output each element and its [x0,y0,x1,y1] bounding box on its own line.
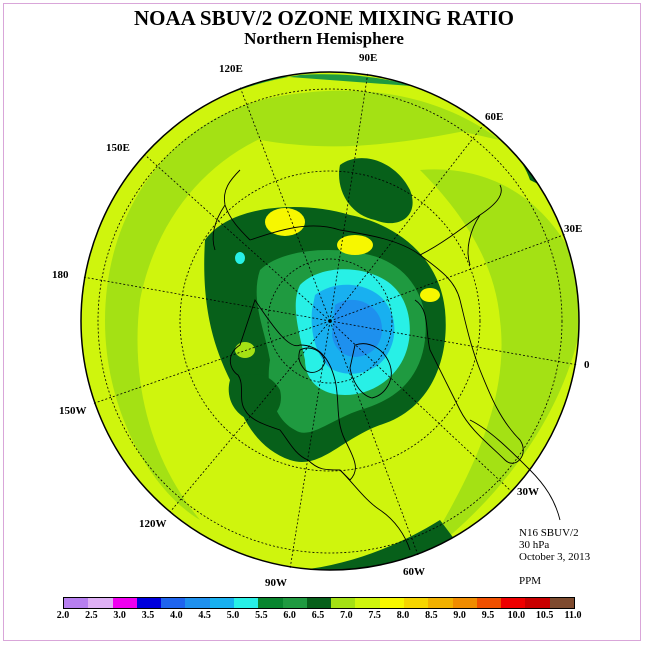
meridian-60e [329,122,486,322]
ozone-field [81,72,579,570]
colorbar-swatch [452,598,477,608]
satellite-label: N16 SBUV/2 [519,527,579,539]
colorbar-swatch [112,598,137,608]
coast-europe [419,184,502,266]
meridian-30w [329,320,513,493]
colorbar-swatch [185,598,210,608]
meridian-90e [329,71,369,322]
colorbar-tick-label: 7.5 [368,610,381,621]
field-dark-green-north [339,158,413,224]
longitude-label-180: 180 [52,269,69,281]
colorbar-swatch [282,598,307,608]
colorbar [63,597,575,609]
latitude-circle-70 [267,258,393,384]
coast-asia-east [212,169,251,251]
colorbar-swatch [549,598,574,608]
field-light-green-top [220,102,470,147]
colorbar-tick-label: 6.5 [311,610,325,621]
colorbar-tick-label: 4.5 [198,610,211,621]
meridian-150e [144,154,331,322]
colorbar-swatch [306,598,332,608]
colorbar-tick-label: 10.0 [507,610,526,621]
colorbar-tick-label: 3.5 [141,610,155,621]
pressure-level-label: 30 hPa [519,539,550,551]
colorbar-tick-label: 11.0 [564,610,582,621]
meridian-0 [329,320,579,366]
units-label: PPM [519,575,542,587]
field-yellow-patch-3 [420,288,440,302]
coastlines [212,169,561,551]
colorbar-tick-label: 3.0 [113,610,126,621]
longitude-label-150e: 150E [106,142,130,154]
colorbar-swatch [476,598,502,608]
latitude-circle-50 [179,170,481,472]
colorbar-tick-label: 6.0 [283,610,296,621]
field-yellow-patch-1 [265,208,305,236]
colorbar-swatch [64,598,89,608]
longitude-label-30e: 30E [564,223,583,235]
colorbar-swatch [136,598,162,608]
colorbar-swatch [403,598,429,608]
latitude-circle-30 [97,88,563,554]
colorbar-tick-label: 10.5 [535,610,554,621]
colorbar-swatch [161,598,186,608]
colorbar-tick-label: 9.0 [453,610,466,621]
coast-eurasia [249,225,524,464]
date-label: October 3, 2013 [519,551,591,563]
field-yellow-patch-2 [337,235,373,255]
field-dark-green-pacific [228,374,281,421]
longitude-label-0: 0 [584,359,590,371]
map-outline [80,71,580,571]
colorbar-swatch [428,598,453,608]
longitude-label-60w: 60W [403,566,425,578]
colorbar-swatch [233,598,259,608]
field-light-green-right [420,169,579,560]
colorbar-tick-label: 8.0 [396,610,410,621]
figure-frame [3,3,641,641]
colorbar-swatch [379,598,404,608]
colorbar-swatch [209,598,234,608]
longitude-label-30w: 30W [517,486,539,498]
colorbar-swatch [355,598,380,608]
coast-north-america [229,298,356,481]
coast-central-america [339,469,411,551]
field-dark-green-bottom [300,520,470,570]
colorbar-tick-label: 2.0 [56,610,70,621]
colorbar-tick-label: 7.0 [340,610,353,621]
map-title: NOAA SBUV/2 OZONE MIXING RATIO [134,6,514,30]
longitude-label-60e: 60E [485,111,504,123]
colorbar-tick-label: 5.5 [255,610,268,621]
colorbar-swatch [331,598,356,608]
colorbar-swatch [525,598,550,608]
meridian-180 [82,276,331,322]
colorbar-swatch [501,598,526,608]
longitude-label-150w: 150W [59,405,87,417]
longitude-label-90w: 90W [265,577,287,589]
field-cyan-patch [235,252,245,264]
map-subtitle: Northern Hemisphere [244,29,404,48]
colorbar-swatch [258,598,283,608]
colorbar-swatch [88,598,113,608]
longitude-label-90e: 90E [359,52,378,64]
coast-hudson-bay [298,347,326,373]
longitude-label-120e: 120E [219,63,243,75]
colorbar-tick-label: 8.5 [425,610,438,621]
colorbar-tick-label: 2.5 [85,610,98,621]
colorbar-tick-label: 9.5 [481,610,495,621]
colorbar-tick-label: 5.0 [226,610,240,621]
longitude-label-120w: 120W [139,518,167,530]
coast-greenland [349,343,392,399]
meridian-60w [329,320,419,556]
colorbar-tick-label: 4.0 [170,610,183,621]
field-light-green-patch [235,342,255,358]
field-blue-core [332,299,382,357]
meridian-120e [239,86,331,322]
meridian-90w [289,320,331,570]
